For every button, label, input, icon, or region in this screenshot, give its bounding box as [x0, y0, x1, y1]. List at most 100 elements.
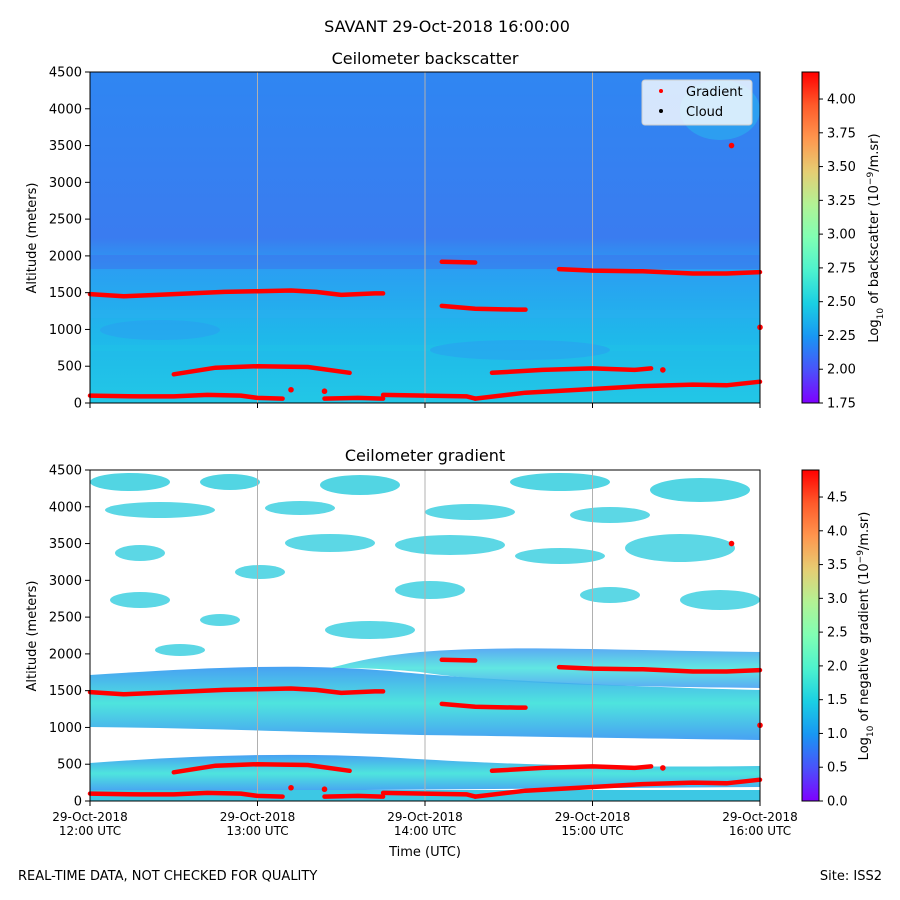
gradient-panel: Ceilometer gradient: [25, 446, 876, 860]
y-tick-label: 4500: [49, 66, 82, 81]
quality-disclaimer: REAL-TIME DATA, NOT CHECKED FOR QUALITY: [18, 869, 318, 884]
legend: Gradient Cloud: [641, 79, 753, 126]
y-tick-label: 3500: [49, 537, 82, 552]
y-tick-label: 2500: [49, 611, 82, 626]
gradient-colorbar-bar: [801, 469, 820, 802]
y-tick-label: 1500: [49, 684, 82, 699]
backscatter-ylabel: Altitude (meters): [25, 183, 40, 294]
gradient-point: [321, 786, 328, 793]
legend-cloud-marker: [659, 109, 663, 113]
x-tick-time: 13:00 UTC: [226, 824, 288, 838]
x-tick-date: 29-Oct-2018: [555, 810, 631, 824]
backscatter-colorbar: 1.75 2.00 2.25 2.50 2.75 3.00 3.25 3.50 3.75 4.00…: [801, 71, 886, 412]
y-tick-label: 500: [57, 360, 82, 375]
gradient-point: [728, 540, 735, 547]
backscatter-gridlines: [257, 72, 593, 403]
colorbar-tick-label: 2.25: [827, 329, 856, 344]
y-tick-label: 3500: [49, 139, 82, 154]
y-tick-label: 2000: [49, 647, 82, 662]
x-tick-time: 16:00 UTC: [729, 824, 791, 838]
gradient-point: [728, 142, 735, 149]
colorbar-tick-label: 3.50: [827, 160, 856, 175]
y-tick-label: 500: [57, 758, 82, 773]
colorbar-tick-label: 2.00: [827, 363, 856, 378]
legend-gradient-marker: [659, 89, 663, 93]
backscatter-colorbar-bar: [801, 71, 820, 404]
legend-gradient-label: Gradient: [686, 85, 743, 100]
colorbar-tick-label: 3.0: [827, 592, 848, 607]
x-tick-date: 29-Oct-2018: [52, 810, 128, 824]
y-tick-label: 3000: [49, 574, 82, 589]
legend-cloud-label: Cloud: [686, 105, 723, 120]
gradient-layer-surface-layer-d: [472, 777, 763, 799]
backscatter-colorbar-label: Log10 of backscatter (10−9/m.sr): [866, 133, 886, 342]
backscatter-x-ticks: [89, 403, 761, 408]
y-tick-label: 4000: [49, 102, 82, 117]
gradient-layer-surface-layer-a: [87, 392, 285, 401]
gradient-point: [288, 784, 294, 791]
y-tick-label: 3000: [49, 176, 82, 191]
gradient-layer-surface-layer-b: [322, 793, 386, 799]
backscatter-panel: Ceilometer backscatter 0 500 1000 1500 2000 2…: [25, 49, 886, 412]
x-tick-time: 14:00 UTC: [394, 824, 456, 838]
colorbar-tick-label: 3.00: [827, 228, 856, 243]
x-tick-date: 29-Oct-2018: [722, 810, 798, 824]
gradient-colorbar: 0.0 0.5 1.0 1.5 2.0 2.5 3.0 3.5 4.0 4.5 Log10 of …: [801, 469, 876, 810]
colorbar-tick-label: 1.5: [827, 693, 848, 708]
gradient-xlabel: Time (UTC): [388, 845, 461, 860]
colorbar-tick-label: 4.5: [827, 491, 848, 506]
x-tick-date: 29-Oct-2018: [387, 810, 463, 824]
gradient-point: [288, 386, 294, 393]
colorbar-tick-label: 0.5: [827, 761, 848, 776]
colorbar-tick-label: 2.50: [827, 295, 856, 310]
colorbar-tick-label: 0.0: [827, 795, 848, 810]
colorbar-tick-label: 1.0: [827, 727, 848, 742]
colorbar-tick-label: 3.75: [827, 126, 856, 141]
y-tick-label: 4500: [49, 464, 82, 479]
gradient-title: Ceilometer gradient: [345, 446, 505, 465]
gradient-point: [321, 388, 328, 395]
suptitle: SAVANT 29-Oct-2018 16:00:00: [324, 17, 570, 36]
gradient-colorbar-ticks: 0.0 0.5 1.0 1.5 2.0 2.5 3.0 3.5 4.0 4.5: [819, 491, 848, 810]
gradient-layer-residual-layer-a: [171, 761, 352, 775]
y-tick-label: 1500: [49, 286, 82, 301]
backscatter-y-axis: 0 500 1000 1500 2000 2500 3000 3500 4000 4500: [49, 66, 90, 412]
x-tick-date: 29-Oct-2018: [220, 810, 296, 824]
gradient-layer-residual-layer-b: [489, 366, 654, 376]
gradient-layer-elevated-layer-b: [556, 266, 763, 276]
gradient-layer-elevated-layer-b: [556, 664, 763, 674]
gradient-ylabel: Altitude (meters): [25, 581, 40, 692]
gradient-point: [660, 765, 666, 771]
y-tick-label: 4000: [49, 500, 82, 515]
backscatter-colorbar-ticks: 1.75 2.00 2.25 2.50 2.75 3.00 3.25 3.50 3.75 4.00: [819, 93, 856, 412]
colorbar-tick-label: 2.0: [827, 659, 848, 674]
site-label: Site: ISS2: [819, 869, 882, 884]
gradient-colorbar-label: Log10 of negative gradient (10−9/m.sr): [856, 512, 876, 761]
colorbar-tick-label: 2.75: [827, 261, 856, 276]
gradient-point: [660, 367, 666, 373]
y-tick-label: 1000: [49, 323, 82, 338]
colorbar-tick-label: 1.75: [827, 397, 856, 412]
colorbar-tick-label: 3.5: [827, 558, 848, 573]
y-tick-label: 2000: [49, 249, 82, 264]
colorbar-tick-label: 4.00: [827, 93, 856, 108]
gradient-y-axis: 0 500 1000 1500 2000 2500 3000 3500 4000 4500: [49, 464, 90, 810]
colorbar-tick-label: 3.25: [827, 194, 856, 209]
gradient-layer-surface-layer-c: [380, 790, 478, 799]
gradient-layer-elevated-layer-a: [439, 259, 478, 265]
gradient-layer-boundary-layer-a: [87, 686, 386, 697]
backscatter-title: Ceilometer backscatter: [332, 49, 519, 68]
gradient-layer-residual-layer-b: [489, 764, 654, 774]
y-tick-label: 2500: [49, 213, 82, 228]
gradient-layer-surface-layer-a: [87, 790, 285, 799]
gradient-layer-surface-layer-c: [380, 392, 478, 401]
gradient-layer-elevated-layer-a: [439, 657, 478, 663]
y-tick-label: 0: [74, 795, 82, 810]
gradient-layer-boundary-layer-a: [87, 288, 386, 299]
x-tick-time: 12:00 UTC: [59, 824, 121, 838]
gradient-layer-surface-layer-d: [472, 379, 763, 401]
gradient-layer-boundary-layer-b: [439, 701, 528, 710]
gradient-layer-surface-layer-b: [322, 395, 386, 401]
